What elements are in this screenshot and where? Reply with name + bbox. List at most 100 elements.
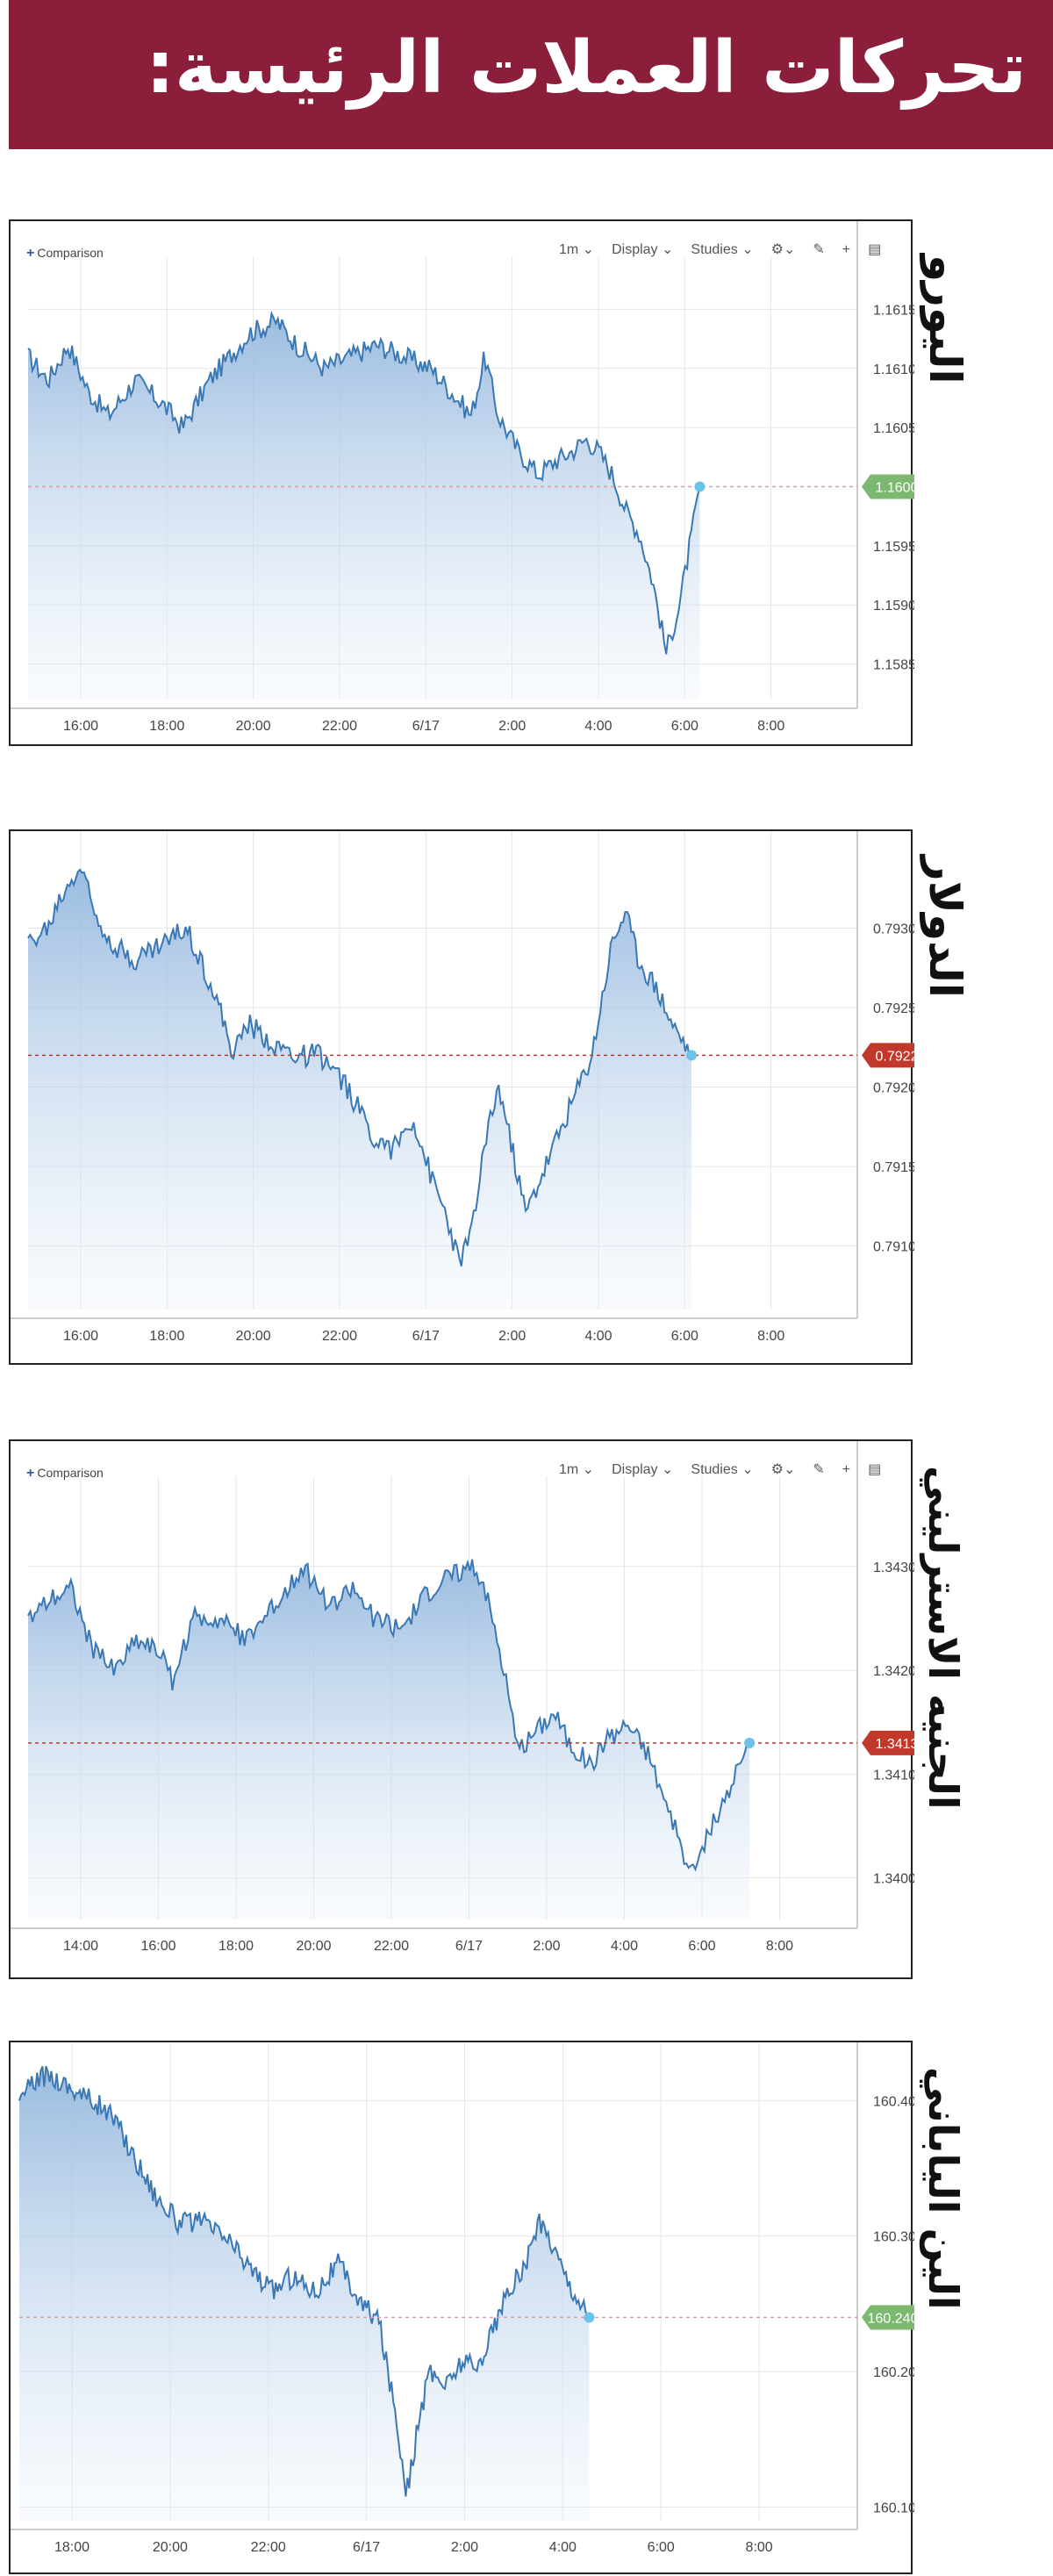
- chart-frame: 14:00 16:00 18:00 20:00 22:00 6/17 2:00 4:00 6:0…: [9, 1439, 914, 1979]
- crosshair-icon[interactable]: +: [842, 1462, 851, 1477]
- comment-icon[interactable]: ▤: [868, 1462, 882, 1477]
- chart-svg: 18:00 20:00 22:00 6/17 2:00 4:00 6:00 8:00 160.4…: [11, 2042, 914, 2555]
- x-tick-label: 22:00: [322, 719, 357, 734]
- chart-svg: 16:00 18:00 20:00 22:00 6/17 2:00 4:00 6:00 8:00…: [11, 221, 914, 734]
- x-tick-label: 4:00: [584, 719, 612, 734]
- comparison-label: Comparison: [37, 246, 104, 260]
- series-line: [27, 1559, 750, 1872]
- chart-panel-euro: 16:00 18:00 20:00 22:00 6/17 2:00 4:00 6:00 8:00…: [9, 219, 1040, 746]
- current-value-text: 1.1600: [876, 481, 914, 496]
- current-value-text: 0.7922: [876, 1049, 914, 1064]
- x-tick-label: 8:00: [757, 1329, 784, 1344]
- x-tick-label: 6:00: [648, 2540, 675, 2555]
- crosshair-icon[interactable]: +: [842, 242, 851, 257]
- y-tick-label: 1.1605: [873, 421, 914, 436]
- chart-frame: 16:00 18:00 20:00 22:00 6/17 2:00 4:00 6:00 8:00…: [9, 829, 914, 1365]
- studies-dropdown[interactable]: Studies ⌄: [691, 242, 754, 257]
- x-tick-label: 8:00: [766, 1939, 793, 1954]
- chart-toolbar: 1m ⌄ Display ⌄ Studies ⌄ ⚙⌄ ✎ + ▤: [559, 240, 899, 267]
- x-tick-label: 2:00: [533, 1939, 560, 1954]
- plus-icon: +: [26, 1466, 35, 1481]
- pencil-icon[interactable]: ✎: [813, 1462, 825, 1477]
- y-tick-label: 0.7920: [873, 1081, 914, 1096]
- x-tick-label: 8:00: [746, 2540, 773, 2555]
- y-tick-label: 0.7930: [873, 922, 914, 937]
- x-tick-label: 18:00: [149, 1329, 184, 1344]
- interval-dropdown[interactable]: 1m ⌄: [559, 1462, 595, 1477]
- y-tick-label: 160.1000: [873, 2501, 914, 2516]
- current-value-badge: [862, 474, 914, 499]
- y-tick-label: 160.2000: [873, 2365, 914, 2380]
- comparison-button[interactable]: + Comparison: [26, 1466, 104, 1482]
- x-tick-label: 22:00: [374, 1939, 409, 1954]
- y-tick-label: 1.1585: [873, 658, 914, 673]
- current-value-marker: [744, 1737, 756, 1748]
- series-line: [18, 2065, 590, 2497]
- x-tick-label: 6/17: [353, 2540, 380, 2555]
- current-value-badge: [862, 2305, 914, 2330]
- x-tick-label: 22:00: [322, 1329, 357, 1344]
- current-value-badge: [862, 1730, 914, 1755]
- x-tick-label: 16:00: [140, 1939, 176, 1954]
- chart-frame: 16:00 18:00 20:00 22:00 6/17 2:00 4:00 6:00 8:00…: [9, 219, 914, 746]
- chart-svg: 14:00 16:00 18:00 20:00 22:00 6/17 2:00 4:00 6:0…: [11, 1441, 914, 1954]
- x-tick-label: 4:00: [584, 1329, 612, 1344]
- x-tick-label: 16:00: [63, 1329, 98, 1344]
- settings-icon[interactable]: ⚙⌄: [770, 1462, 796, 1477]
- y-tick-label: 1.1610: [873, 362, 914, 377]
- x-tick-label: 4:00: [611, 1939, 638, 1954]
- x-tick-label: 18:00: [218, 1939, 254, 1954]
- x-tick-label: 20:00: [236, 719, 271, 734]
- comment-icon[interactable]: ▤: [868, 242, 882, 257]
- x-tick-label: 20:00: [236, 1329, 271, 1344]
- y-tick-label: 1.1595: [873, 540, 914, 555]
- currency-label-pound: الجنيه الاسترليني: [920, 1466, 967, 1810]
- display-dropdown[interactable]: Display ⌄: [612, 242, 674, 257]
- current-value-marker: [584, 2312, 595, 2323]
- page-title: تحركات العملات الرئيسة:: [146, 26, 1027, 110]
- current-value-text: 1.3413: [876, 1737, 914, 1752]
- x-tick-label: 6:00: [671, 719, 698, 734]
- series-area: [19, 2066, 590, 2521]
- x-tick-label: 2:00: [451, 2540, 478, 2555]
- comparison-button[interactable]: + Comparison: [26, 246, 104, 262]
- series-area: [28, 1559, 750, 1919]
- settings-icon[interactable]: ⚙⌄: [770, 242, 796, 257]
- x-tick-label: 18:00: [149, 719, 184, 734]
- pencil-icon[interactable]: ✎: [813, 242, 825, 257]
- x-tick-label: 16:00: [63, 719, 98, 734]
- x-tick-label: 6/17: [412, 719, 440, 734]
- x-tick-label: 20:00: [296, 1939, 331, 1954]
- y-tick-label: 0.7910: [873, 1240, 914, 1255]
- chart-svg: 16:00 18:00 20:00 22:00 6/17 2:00 4:00 6:00 8:00…: [11, 831, 914, 1344]
- x-tick-label: 2:00: [498, 719, 526, 734]
- series-area: [28, 313, 700, 700]
- x-tick-label: 6/17: [455, 1939, 483, 1954]
- current-value-marker: [686, 1050, 697, 1061]
- y-tick-label: 1.3430: [873, 1561, 914, 1575]
- x-tick-label: 14:00: [63, 1939, 98, 1954]
- studies-dropdown[interactable]: Studies ⌄: [691, 1462, 754, 1477]
- y-tick-label: 160.3000: [873, 2230, 914, 2245]
- interval-dropdown[interactable]: 1m ⌄: [559, 242, 595, 257]
- x-tick-label: 6:00: [671, 1329, 698, 1344]
- currency-label-euro: اليورو: [920, 255, 971, 384]
- x-tick-label: 20:00: [153, 2540, 188, 2555]
- y-tick-label: 1.3410: [873, 1768, 914, 1783]
- currency-label-sterling-dollar: الدولار: [920, 856, 971, 998]
- x-tick-label: 2:00: [498, 1329, 526, 1344]
- current-value-marker: [694, 481, 706, 492]
- chart-panel-pound: 14:00 16:00 18:00 20:00 22:00 6/17 2:00 4:00 6:0…: [9, 1439, 1040, 1979]
- current-value-text: 160.2400: [868, 2311, 914, 2326]
- y-tick-label: 1.1615: [873, 303, 914, 318]
- y-tick-label: 160.4000: [873, 2094, 914, 2109]
- x-tick-label: 18:00: [54, 2540, 90, 2555]
- chart-panel-sterling-dollar: 16:00 18:00 20:00 22:00 6/17 2:00 4:00 6:00 8:00…: [9, 829, 1040, 1365]
- x-tick-label: 4:00: [549, 2540, 577, 2555]
- x-tick-label: 6/17: [412, 1329, 440, 1344]
- current-value-badge: [862, 1043, 914, 1068]
- y-tick-label: 1.3420: [873, 1664, 914, 1679]
- chart-panel-yen: 18:00 20:00 22:00 6/17 2:00 4:00 6:00 8:00 160.4…: [9, 2041, 1040, 2574]
- display-dropdown[interactable]: Display ⌄: [612, 1462, 674, 1477]
- y-tick-label: 0.7925: [873, 1001, 914, 1016]
